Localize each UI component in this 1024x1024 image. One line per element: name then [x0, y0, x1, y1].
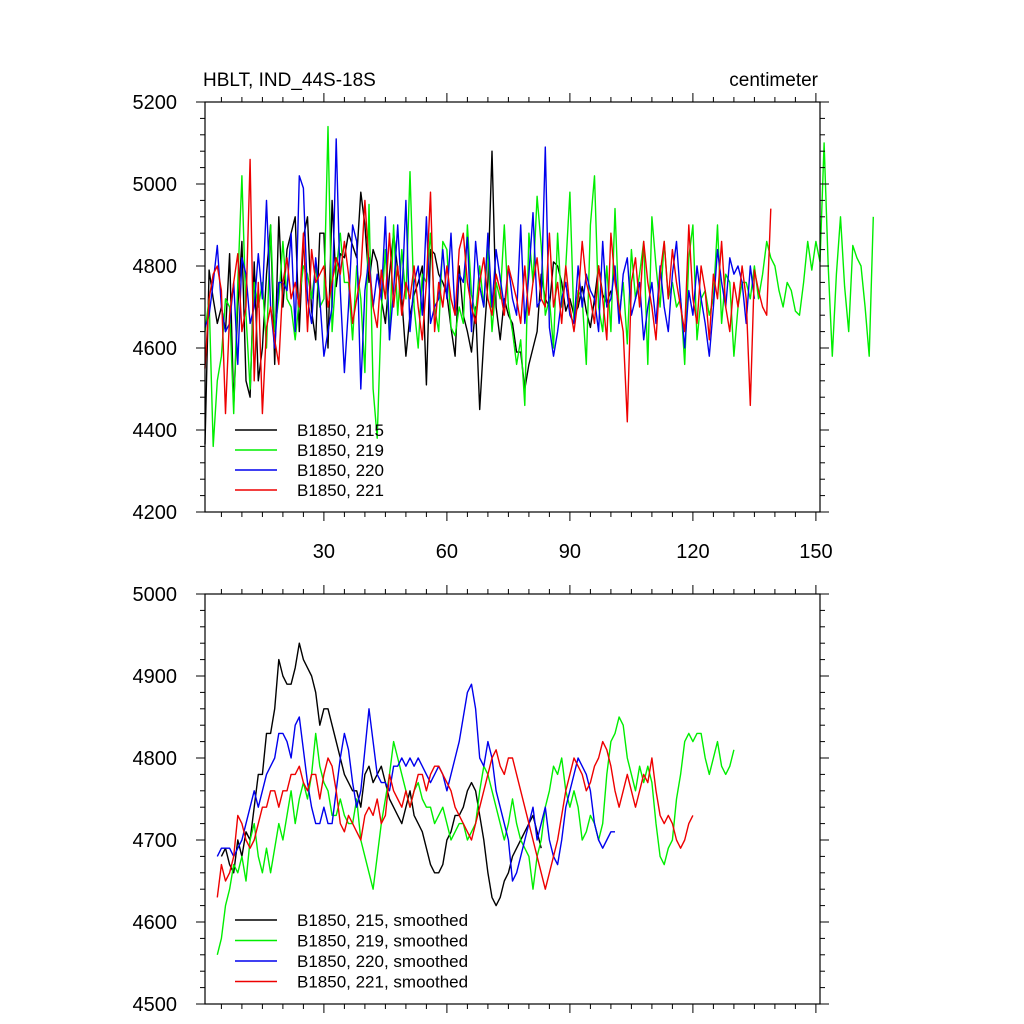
y-tick-label: 5000 [133, 584, 178, 606]
series-line-0 [204, 150, 612, 445]
plot-frame [204, 593, 821, 1005]
top-panel: HBLT, IND_44S-18S centimeter 4200 4400 460… [133, 70, 874, 563]
legend-label: B1850, 221 [297, 481, 384, 500]
x-tick-label: 150 [799, 541, 832, 563]
legend-label: B1850, 220 [297, 461, 384, 480]
y-tick-label: 4700 [133, 830, 178, 852]
series-line-3 [216, 740, 694, 898]
y-tick-label: 4500 [133, 994, 178, 1016]
legend-label: B1850, 215, smoothed [297, 911, 468, 930]
legend: B1850, 215, smoothed B1850, 219, smoothed… [235, 911, 468, 992]
y-tick-label: 4200 [133, 502, 178, 524]
legend-label: B1850, 221, smoothed [297, 973, 468, 992]
y-tick-label: 4400 [133, 420, 178, 442]
legend-label: B1850, 219 [297, 441, 384, 460]
bottom-panel: 4500 4600 4700 4800 4900 5000 B1850, 215, smoo… [133, 584, 829, 1016]
y-tick-label: 4800 [133, 748, 178, 770]
chart-title: HBLT, IND_44S-18S [203, 70, 376, 91]
plot-frame [204, 101, 821, 513]
x-tick-label: 60 [436, 541, 458, 563]
units-label: centimeter [729, 70, 818, 91]
x-tick-label: 90 [559, 541, 581, 563]
y-tick-label: 4900 [133, 666, 178, 688]
y-tick-label: 4600 [133, 338, 178, 360]
series-group [216, 642, 735, 955]
x-tick-label: 30 [313, 541, 335, 563]
y-tick-label: 4800 [133, 256, 178, 278]
legend-label: B1850, 215 [297, 421, 384, 440]
y-tick-label: 4600 [133, 912, 178, 934]
y-tick-label: 5000 [133, 174, 178, 196]
series-line-3 [204, 158, 772, 423]
series-line-2 [216, 683, 615, 882]
series-line-0 [220, 642, 542, 907]
series-group [204, 125, 874, 448]
legend-label: B1850, 219, smoothed [297, 932, 468, 951]
series-line-1 [204, 125, 874, 448]
series-line-1 [216, 716, 735, 955]
x-tick-label: 120 [676, 541, 709, 563]
y-tick-label: 5200 [133, 92, 178, 114]
legend-label: B1850, 220, smoothed [297, 952, 468, 971]
